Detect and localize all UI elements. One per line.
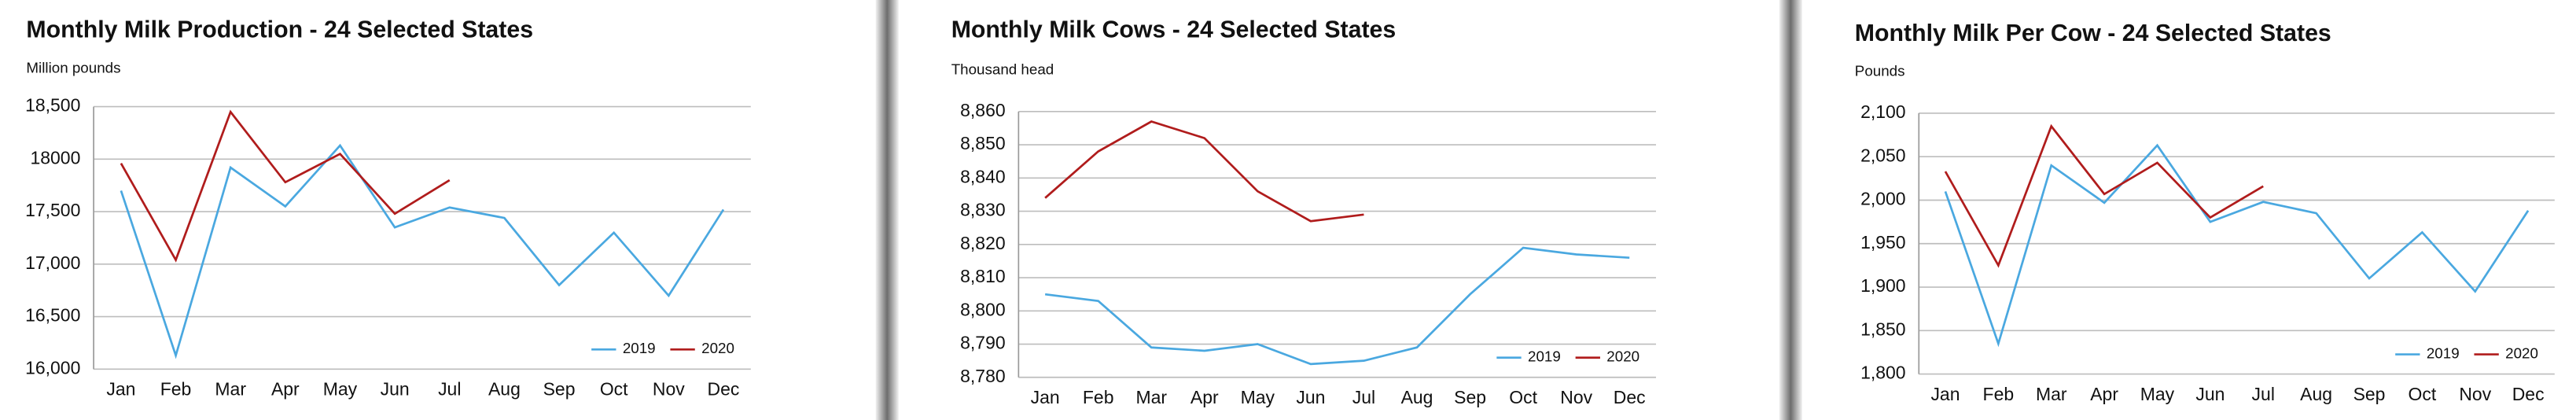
- y-tick-label: 8,830: [960, 200, 1005, 220]
- axis-unit: Million pounds: [26, 60, 120, 76]
- x-tick-label: May: [323, 379, 358, 400]
- y-tick-label: 8,810: [960, 266, 1005, 286]
- chart-title: Monthly Milk Per Cow - 24 Selected State…: [1855, 20, 2331, 46]
- legend-label: 2019: [1528, 348, 1561, 365]
- x-tick-label: Apr: [2090, 384, 2118, 404]
- x-tick-label: Apr: [271, 379, 300, 400]
- y-tick-label: 17,000: [25, 252, 80, 273]
- x-tick-label: Dec: [708, 379, 740, 400]
- y-tick-label: 16,000: [25, 357, 80, 378]
- x-tick-label: Jun: [381, 379, 410, 400]
- axis-unit: Pounds: [1855, 63, 1905, 79]
- x-tick-label: Apr: [1190, 387, 1219, 407]
- x-tick-label: Feb: [1983, 384, 2015, 404]
- x-tick-label: Feb: [160, 379, 192, 400]
- x-tick-label: May: [2140, 384, 2175, 404]
- y-tick-label: 8,790: [960, 333, 1005, 353]
- axis-unit: Thousand head: [951, 61, 1054, 78]
- y-tick-label: 2,000: [1860, 189, 1905, 209]
- legend-label: 2019: [623, 340, 656, 356]
- x-tick-label: Aug: [488, 379, 521, 400]
- y-tick-label: 1,800: [1860, 363, 1905, 383]
- x-tick-label: Mar: [2036, 384, 2067, 404]
- x-tick-label: Nov: [653, 379, 685, 400]
- x-tick-label: Jul: [1352, 387, 1375, 407]
- x-tick-label: Aug: [2300, 384, 2332, 404]
- legend-label: 2020: [701, 340, 734, 356]
- x-tick-label: Jun: [1296, 387, 1325, 407]
- legend-label: 2020: [2505, 345, 2538, 362]
- x-tick-label: Sep: [543, 379, 576, 400]
- y-tick-label: 1,900: [1860, 275, 1905, 296]
- x-tick-label: Oct: [2409, 384, 2437, 404]
- x-tick-label: Jul: [2252, 384, 2275, 404]
- x-tick-label: Aug: [1401, 387, 1433, 407]
- x-tick-label: Mar: [215, 379, 246, 400]
- series-line: [1044, 120, 1364, 223]
- y-tick-label: 1,850: [1860, 319, 1905, 339]
- series-line: [120, 143, 725, 359]
- y-tick-label: 1,950: [1860, 232, 1905, 252]
- series-line: [120, 109, 451, 263]
- x-tick-label: Jun: [2195, 384, 2225, 404]
- chart-title: Monthly Milk Production - 24 Selected St…: [26, 17, 533, 43]
- x-tick-label: Jan: [106, 379, 135, 400]
- chart-title: Monthly Milk Cows - 24 Selected States: [951, 17, 1397, 43]
- y-tick-label: 18,500: [25, 95, 80, 116]
- x-tick-label: Jan: [1031, 387, 1060, 407]
- y-tick-label: 2,100: [1860, 101, 1905, 122]
- y-tick-label: 2,050: [1860, 145, 1905, 165]
- x-tick-label: Sep: [1454, 387, 1486, 407]
- legend-label: 2019: [2427, 345, 2460, 362]
- x-tick-label: Feb: [1083, 387, 1114, 407]
- y-tick-label: 16,500: [25, 305, 80, 326]
- series-line: [1944, 123, 2264, 268]
- y-tick-label: 8,780: [960, 366, 1005, 386]
- y-tick-label: 8,820: [960, 233, 1005, 253]
- series-line: [1944, 143, 2530, 348]
- divider: [875, 0, 899, 420]
- y-tick-label: 17,500: [25, 200, 80, 220]
- x-tick-label: Jul: [438, 379, 461, 400]
- series-line: [1044, 246, 1630, 366]
- x-tick-label: Nov: [1560, 387, 1592, 407]
- divider: [1779, 0, 1802, 420]
- x-tick-label: Nov: [2459, 384, 2491, 404]
- x-tick-label: Dec: [2512, 384, 2545, 404]
- y-tick-label: 18000: [30, 147, 80, 168]
- x-tick-label: Oct: [1509, 387, 1537, 407]
- y-tick-label: 8,860: [960, 100, 1005, 120]
- y-tick-label: 8,850: [960, 133, 1005, 153]
- x-tick-label: May: [1241, 387, 1275, 407]
- x-tick-label: Sep: [2353, 384, 2386, 404]
- y-tick-label: 8,800: [960, 299, 1005, 319]
- x-tick-label: Jan: [1930, 384, 1960, 404]
- x-tick-label: Dec: [1614, 387, 1646, 407]
- x-tick-label: Mar: [1135, 387, 1167, 407]
- y-tick-label: 8,840: [960, 166, 1005, 186]
- x-tick-label: Oct: [600, 379, 628, 400]
- legend-label: 2020: [1606, 348, 1639, 365]
